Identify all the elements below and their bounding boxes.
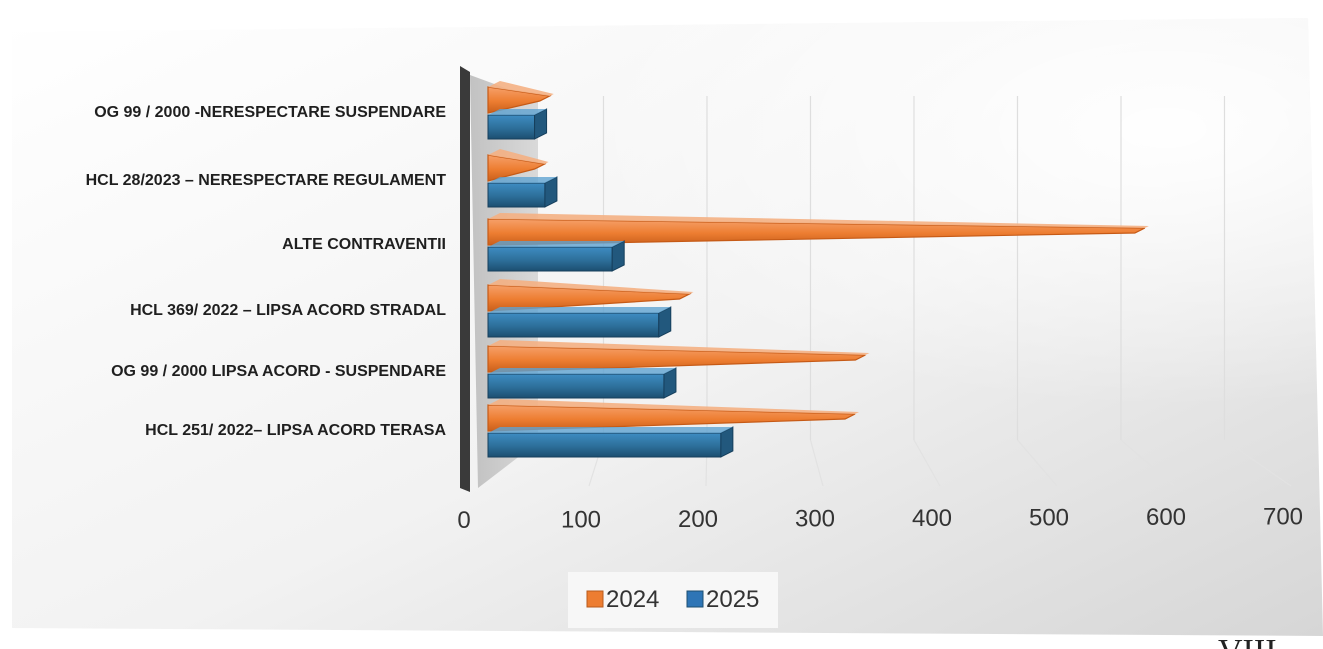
x-tick-label: 700 [1263,504,1303,531]
bar-2024-top [488,81,554,96]
y-axis-line [460,66,470,492]
legend-swatch-2024 [586,590,604,608]
x-tick-label: 100 [561,507,601,534]
gridline-floor [913,439,941,487]
category-labels: OG 99 / 2000 -NERESPECTARE SUSPENDARE HCL… [86,104,447,439]
grid-lines [588,96,1292,487]
bar-2025-top [488,109,547,115]
bar-2025-top [488,241,625,247]
x-tick-label: 0 [457,507,470,534]
x-axis-ticks: 0 100 200 300 400 500 600 700 [457,504,1303,535]
bar-2024-top [488,399,860,414]
category-label: HCL 28/2023 – NERESPECTARE REGULAMENT [86,172,447,189]
bar-2025-top [488,307,671,313]
bar-2025-top [488,427,733,433]
gridline-floor [1120,439,1175,487]
gridline-floor [1224,439,1292,487]
bar-2025 [487,312,660,338]
x-tick-label: 500 [1029,505,1069,532]
bar-2025 [487,114,536,140]
bar-2025 [487,246,613,272]
bar-2025 [487,373,665,399]
gridline-floor [809,439,824,487]
legend: 2024 2025 [568,572,778,628]
bar-2024-top [488,149,549,164]
legend-swatch-2025 [686,590,704,608]
category-label: ALTE CONTRAVENTII [282,236,446,253]
bar-2025-top [488,177,557,183]
bar-2024-top [488,279,694,294]
bar-2024-top [488,340,870,355]
bar-2025 [487,182,546,208]
bar-2025 [487,432,722,458]
x-tick-label: 200 [678,506,718,533]
x-tick-label: 400 [912,505,952,532]
bar-2025-top [488,368,676,374]
x-tick-label: 300 [795,506,835,533]
x-tick-label: 600 [1146,504,1186,531]
legend-label-2025: 2025 [706,586,759,613]
gridline-floor [1017,439,1058,487]
category-label: HCL 369/ 2022 – LIPSA ACORD STRADAL [130,302,446,319]
category-label: OG 99 / 2000 -NERESPECTARE SUSPENDARE [94,104,446,121]
bar-2024-top [488,213,1149,228]
category-label: HCL 251/ 2022– LIPSA ACORD TERASA [145,422,446,439]
bar-2024 [487,345,866,373]
bars [487,81,1149,458]
legend-label-2024: 2024 [606,586,659,613]
category-label: OG 99 / 2000 LIPSA ACORD - SUSPENDARE [111,363,446,380]
corner-text: VIII [1218,633,1277,649]
